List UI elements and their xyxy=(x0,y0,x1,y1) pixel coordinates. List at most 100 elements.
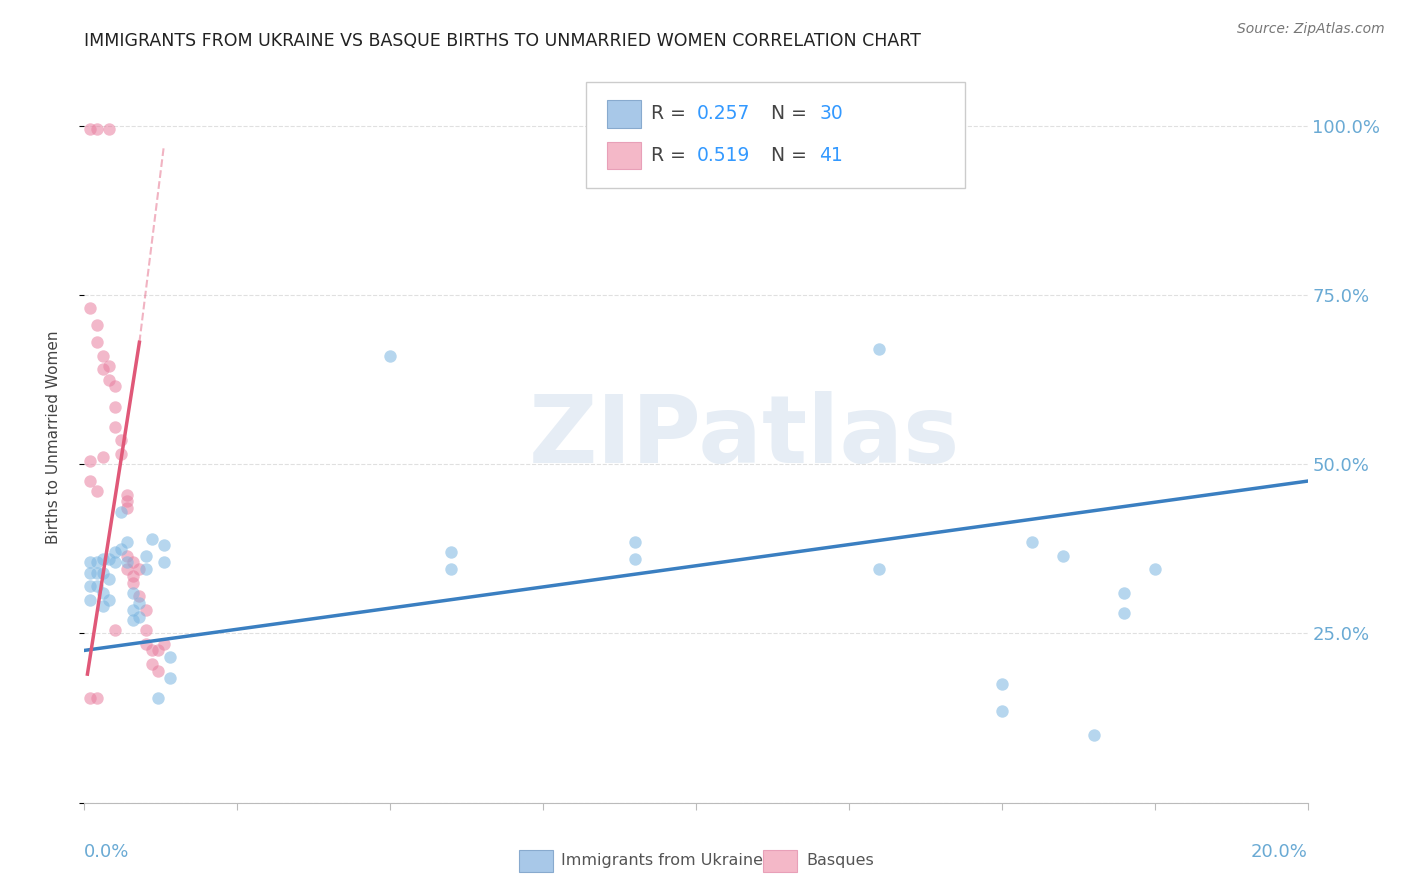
Text: N =: N = xyxy=(770,104,813,123)
Point xyxy=(135,623,157,637)
Point xyxy=(1021,535,1043,549)
Point xyxy=(159,650,181,665)
Point xyxy=(79,592,101,607)
Point xyxy=(91,552,114,566)
Point xyxy=(159,671,181,685)
Point xyxy=(79,474,101,488)
Point xyxy=(97,592,120,607)
Text: IMMIGRANTS FROM UKRAINE VS BASQUE BIRTHS TO UNMARRIED WOMEN CORRELATION CHART: IMMIGRANTS FROM UKRAINE VS BASQUE BIRTHS… xyxy=(84,32,921,50)
Text: N =: N = xyxy=(770,146,813,165)
Point xyxy=(141,643,163,657)
Point xyxy=(440,545,463,559)
Point xyxy=(97,572,120,586)
Point xyxy=(91,599,114,614)
Point xyxy=(128,589,150,603)
Point xyxy=(122,555,145,569)
Point xyxy=(380,349,402,363)
Point xyxy=(110,434,132,448)
Text: Basques: Basques xyxy=(806,853,873,868)
Point xyxy=(128,562,150,576)
Point xyxy=(79,579,101,593)
FancyBboxPatch shape xyxy=(606,142,641,169)
Text: 0.0%: 0.0% xyxy=(84,843,129,861)
Point xyxy=(86,335,108,350)
Point xyxy=(135,637,157,651)
Point xyxy=(128,609,150,624)
Point xyxy=(86,122,108,136)
Point xyxy=(86,318,108,333)
Point xyxy=(146,690,169,705)
Point xyxy=(91,450,114,465)
Text: 0.519: 0.519 xyxy=(697,146,751,165)
FancyBboxPatch shape xyxy=(606,100,641,128)
Text: R =: R = xyxy=(651,146,692,165)
Point xyxy=(869,342,891,356)
Point xyxy=(153,538,176,552)
Text: R =: R = xyxy=(651,104,692,123)
Point xyxy=(97,359,120,373)
Point xyxy=(115,535,138,549)
Text: Immigrants from Ukraine: Immigrants from Ukraine xyxy=(561,853,763,868)
Point xyxy=(97,372,120,386)
Point xyxy=(1052,549,1074,563)
Point xyxy=(122,603,145,617)
Point xyxy=(79,690,101,705)
Point xyxy=(79,555,101,569)
Point xyxy=(91,349,114,363)
Point xyxy=(1114,586,1136,600)
Point xyxy=(104,400,127,414)
Point xyxy=(86,690,108,705)
Point xyxy=(122,586,145,600)
Point xyxy=(115,494,138,508)
Point xyxy=(122,613,145,627)
Point xyxy=(991,677,1014,691)
Point xyxy=(153,637,176,651)
Text: ZIPatlas: ZIPatlas xyxy=(529,391,960,483)
Text: 0.257: 0.257 xyxy=(697,104,751,123)
FancyBboxPatch shape xyxy=(586,82,965,188)
Point xyxy=(122,569,145,583)
Text: Source: ZipAtlas.com: Source: ZipAtlas.com xyxy=(1237,22,1385,37)
Point xyxy=(115,549,138,563)
Point xyxy=(135,549,157,563)
Point xyxy=(91,586,114,600)
Text: 30: 30 xyxy=(820,104,844,123)
FancyBboxPatch shape xyxy=(763,850,797,872)
Point xyxy=(110,541,132,556)
Point xyxy=(79,122,101,136)
Point xyxy=(86,484,108,499)
Point xyxy=(122,575,145,590)
Text: 41: 41 xyxy=(820,146,844,165)
Point xyxy=(86,566,108,580)
Point xyxy=(624,535,647,549)
Point xyxy=(1143,562,1166,576)
Point xyxy=(146,643,169,657)
Point xyxy=(104,420,127,434)
Point xyxy=(104,555,127,569)
Point xyxy=(135,603,157,617)
FancyBboxPatch shape xyxy=(519,850,553,872)
Point xyxy=(115,488,138,502)
Point xyxy=(146,664,169,678)
Point xyxy=(991,705,1014,719)
Point xyxy=(79,454,101,468)
Point xyxy=(79,566,101,580)
Point xyxy=(104,379,127,393)
Point xyxy=(97,122,120,136)
Point xyxy=(141,532,163,546)
Point xyxy=(135,562,157,576)
Point xyxy=(97,552,120,566)
Point xyxy=(110,505,132,519)
Text: 20.0%: 20.0% xyxy=(1251,843,1308,861)
Point xyxy=(86,555,108,569)
Point xyxy=(110,447,132,461)
Point xyxy=(115,501,138,516)
Point xyxy=(153,555,176,569)
Point xyxy=(128,596,150,610)
Point xyxy=(104,623,127,637)
Point xyxy=(440,562,463,576)
Point xyxy=(104,545,127,559)
Point xyxy=(91,362,114,376)
Y-axis label: Births to Unmarried Women: Births to Unmarried Women xyxy=(46,330,60,544)
Point xyxy=(141,657,163,671)
